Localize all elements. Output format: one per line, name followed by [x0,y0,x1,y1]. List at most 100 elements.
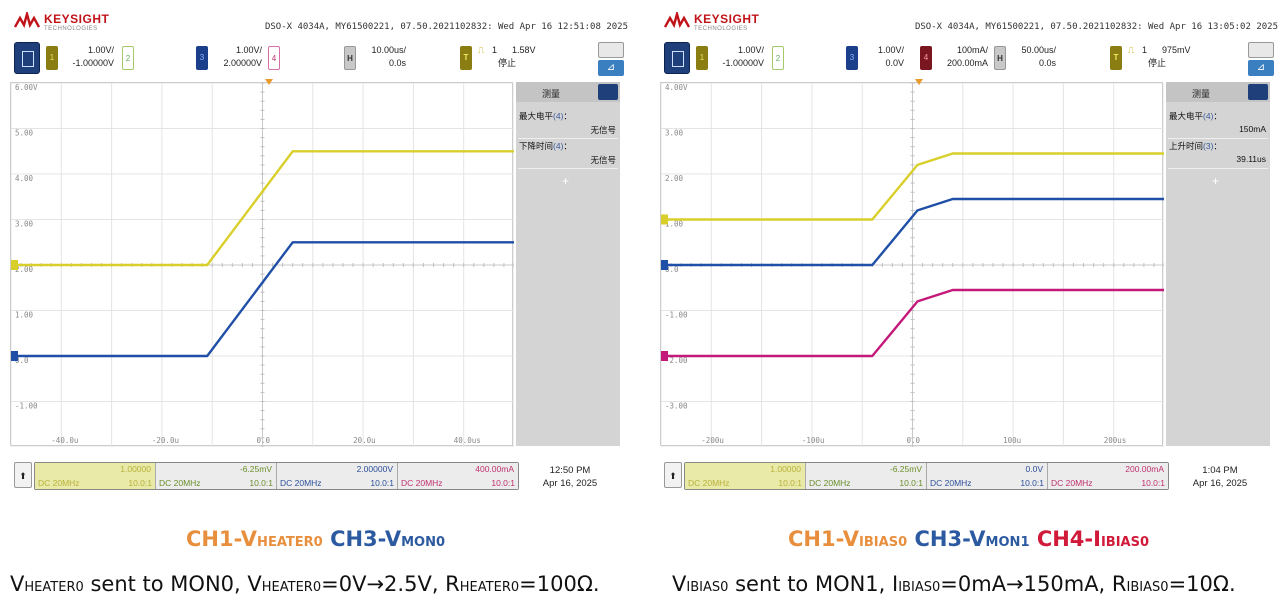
channel-1-button[interactable]: 1 [696,46,708,70]
x-tick-label: -20.0u [152,436,179,445]
waveform-chart: 6.00V 5.00 4.00 3.00 2.00 1.00 0.0 -1.00 -40.0u -… [11,83,514,447]
channel-3-button[interactable]: 3 [846,46,858,70]
close-panel-button[interactable] [598,84,618,100]
waveform-display: 4.00V 3.00 2.00 1.00 0.0 -1.00 -2.00 -3.00 -200u… [660,79,1164,447]
keysight-wave-icon [664,12,690,29]
trigger-position-marker [915,79,923,85]
legend-right: CH1-VIBIAS0 CH3-VMON1 CH4-IIBIAS0 [788,527,1149,551]
measure-label-1: 最大电平(4)： [519,111,572,121]
legend-ch1: CH1-VIBIAS0 [788,527,908,551]
measurement-panel: 测量 最大电平(4)： 无信号 下降时间(4)： 无信号 + [516,82,620,446]
acquisition-state: 停止 [1148,58,1167,68]
horizontal-scale: 50.00us/ [1021,45,1056,55]
x-tick-label: 100u [1003,436,1021,445]
channel-summary: 1.00000 DC 20MHz 10.0:1 -6.25mV DC 20MHz… [684,462,1169,490]
y-tick-label: 0.0 [15,356,29,365]
trigger-button[interactable]: T [460,46,472,70]
y-tick-label: 3.00 [665,129,684,138]
channel-toolbar: 1 1.00V/ -1.00000V 2 3 1.00V/ 2.00000V 4… [10,40,630,80]
horizontal-button[interactable]: H [994,46,1006,70]
measurement-panel: 测量 最大电平(4)： 150mA 上升时间(3)： 39.11us + [1166,82,1270,446]
y-tick-label: 1.00 [15,311,34,320]
clock: 12:50 PM Apr 16, 2025 [542,465,598,489]
brand-sub: TECHNOLOGIES [44,26,98,32]
waveform-display: 6.00V 5.00 4.00 3.00 2.00 1.00 0.0 -1.00 -40.0u -… [10,79,514,447]
keysight-logo: KEYSIGHT TECHNOLOGIES [14,10,134,38]
keysight-logo: KEYSIGHT TECHNOLOGIES [664,10,784,38]
ch4-summary[interactable]: 400.00mA DC 20MHz 10.0:1 [398,463,518,489]
channel-4-button[interactable]: 4 [920,46,932,70]
channel-2-button[interactable]: 2 [772,46,784,70]
horizontal-delay: 0.0s [388,58,406,68]
y-tick-label: 4.00V [665,83,688,92]
y-tick-label: 2.00 [15,265,34,274]
channel-3-button[interactable]: 3 [196,46,208,70]
ch1-ground-marker [661,214,668,225]
ch1-offset: -1.00000V [72,58,114,68]
ch4-summary[interactable]: 200.00mA DC 20MHz 10.0:1 [1048,463,1168,489]
brand-sub: TECHNOLOGIES [694,26,748,32]
y-tick-label: 0.0 [665,265,679,274]
ch1-scale: 1.00V/ [737,45,764,55]
x-tick-label: -40.0u [51,436,78,445]
delta-icon: ⊿ [1248,60,1274,76]
divider [1168,138,1268,139]
channel-status-bar: ⬆ 1.00000 DC 20MHz 10.0:1 -6.25mV DC 20M… [660,458,1280,498]
expand-arrow-button[interactable]: ⬆ [664,462,682,488]
acquisition-state: 停止 [498,58,517,68]
control-panel-button[interactable]: ⊿ [1248,42,1274,76]
y-tick-label: 1.00 [665,220,684,229]
caption-right: VIBIAS0 sent to MON1, IIBIAS0=0mA→150mA,… [672,572,1236,596]
scope-screenshot-right: KEYSIGHT TECHNOLOGIES DSO-X 4034A, MY615… [660,0,1280,500]
waveform-chart: 4.00V 3.00 2.00 1.00 0.0 -1.00 -2.00 -3.00 -200u… [661,83,1164,447]
horizontal-button[interactable]: H [344,46,356,70]
ch1-scale: 1.00V/ [87,45,114,55]
trace-ch3 [661,197,1164,267]
trace-ch3 [11,241,514,358]
legend-ch4: CH4-IIBIAS0 [1036,527,1150,551]
y-tick-label: 3.00 [15,220,34,229]
horizontal-delay: 0.0s [1038,58,1056,68]
keysight-wave-icon [14,12,40,29]
ch2-summary[interactable]: -6.25mV DC 20MHz 10.0:1 [806,463,927,489]
legend-ch3: CH3-VMON1 [914,527,1030,551]
trigger-button[interactable]: T [1110,46,1122,70]
menu-button[interactable] [664,42,690,74]
measure-label-2: 上升时间(3)： [1169,141,1222,151]
channel-1-button[interactable]: 1 [46,46,58,70]
ch2-summary[interactable]: -6.25mV DC 20MHz 10.0:1 [156,463,277,489]
add-measurement-icon[interactable]: + [562,174,570,188]
channel-summary: 1.00000 DC 20MHz 10.0:1 -6.25mV DC 20MHz… [34,462,519,490]
channel-status-bar: ⬆ 1.00000 DC 20MHz 10.0:1 -6.25mV DC 20M… [10,458,630,498]
add-measurement-icon[interactable]: + [1212,174,1220,188]
channel-2-button[interactable]: 2 [122,46,134,70]
measure-label-2: 下降时间(4)： [519,141,572,151]
ch1-summary[interactable]: 1.00000 DC 20MHz 10.0:1 [35,463,156,489]
channel-toolbar: 1 1.00V/ -1.00000V 2 3 1.00V/ 0.0V 4 100… [660,40,1280,80]
ch1-summary[interactable]: 1.00000 DC 20MHz 10.0:1 [685,463,806,489]
trigger-level: 975mV [1162,45,1191,55]
brand-name: KEYSIGHT [694,12,760,26]
ch4-ground-marker [661,351,668,361]
x-tick-label: 40.0us [454,436,481,445]
ch3-offset: 0.0V [885,58,904,68]
y-tick-label: 6.00V [15,83,38,92]
trace-ch4 [661,288,1164,358]
close-panel-button[interactable] [1248,84,1268,100]
y-tick-label: -1.00 [15,402,38,411]
ch3-scale: 1.00V/ [235,45,262,55]
control-panel-button[interactable]: ⊿ [598,42,624,76]
expand-arrow-button[interactable]: ⬆ [14,462,32,488]
y-tick-label: -2.00 [665,356,688,365]
measurement-title: 测量 [542,89,561,99]
ch3-summary[interactable]: 0.0V DC 20MHz 10.0:1 [927,463,1048,489]
x-tick-label: 0.0 [257,436,271,445]
ch3-summary[interactable]: 2.00000V DC 20MHz 10.0:1 [277,463,398,489]
channel-4-button[interactable]: 4 [268,46,280,70]
ch3-scale: 1.00V/ [877,45,904,55]
trigger-position-marker [265,79,273,85]
ch4-scale: 100mA/ [956,45,988,55]
menu-button[interactable] [14,42,40,74]
scope-screenshot-left: KEYSIGHT TECHNOLOGIES DSO-X 4034A, MY615… [10,0,630,500]
instrument-info: DSO-X 4034A, MY61500221, 07.50.202110283… [264,22,628,32]
